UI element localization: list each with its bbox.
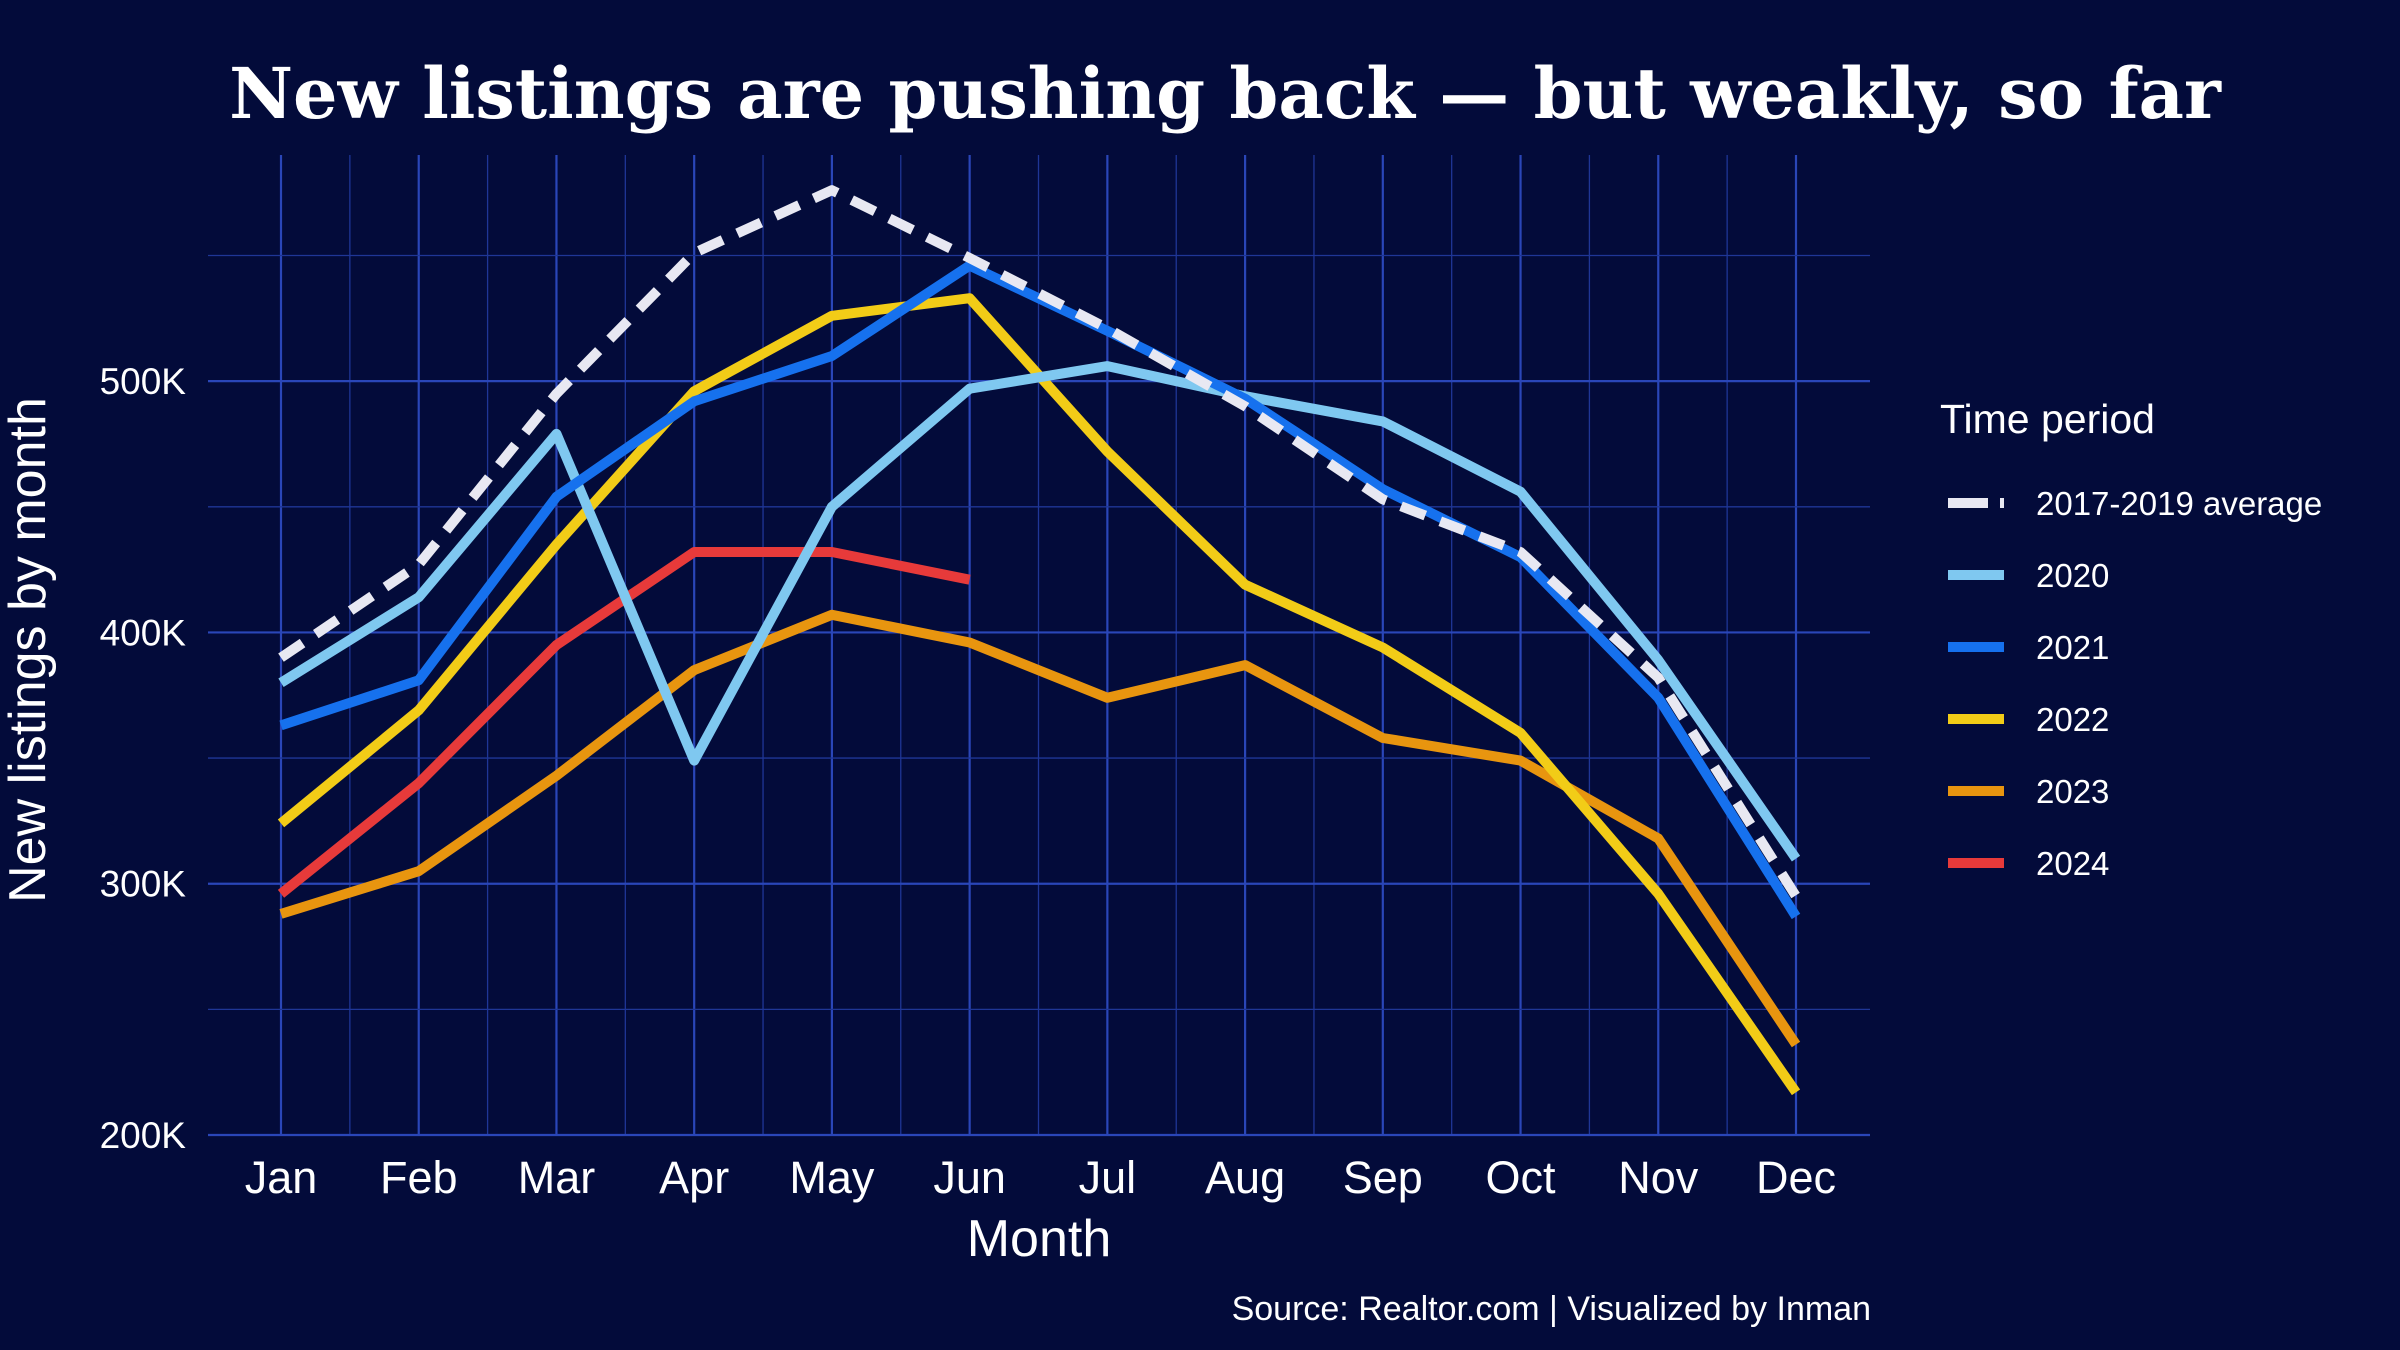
- x-tick-label: Jun: [933, 1152, 1006, 1203]
- plot-area: [208, 155, 1870, 1137]
- legend-label-2020: 2020: [2036, 557, 2109, 594]
- legend-label-2021: 2021: [2036, 629, 2109, 666]
- x-axis: Jan Feb Mar Apr May Jun Jul Aug Sep Oct Nov Dec Mon…: [245, 1152, 1836, 1268]
- legend-label-2024: 2024: [2036, 845, 2109, 882]
- y-tick-labels: 200K 300K 400K 500K: [100, 361, 187, 1156]
- source-caption: Source: Realtor.com | Visualized by Inma…: [1232, 1290, 1871, 1328]
- x-tick-label: Sep: [1343, 1152, 1423, 1203]
- legend-label-2023: 2023: [2036, 773, 2109, 810]
- y-tick-label: 300K: [100, 864, 187, 905]
- y-tick-label: 400K: [100, 612, 187, 653]
- x-tick-label: Jan: [245, 1152, 318, 1203]
- legend-label-2017-2019-average: 2017-2019 average: [2036, 485, 2322, 522]
- x-tick-label: Oct: [1486, 1152, 1557, 1203]
- series-line-2020: [278, 361, 1801, 862]
- x-tick-labels: Jan Feb Mar Apr May Jun Jul Aug Sep Oct Nov Dec: [245, 1152, 1836, 1203]
- x-tick-label: Dec: [1756, 1152, 1836, 1203]
- legend: Time period 2017-2019 average 2020 2021 202…: [1940, 396, 2322, 882]
- x-axis-title: Month: [967, 1210, 1112, 1268]
- x-tick-label: Aug: [1205, 1152, 1285, 1203]
- series-line-2017-2019-average: [278, 185, 1801, 899]
- legend-label-2022: 2022: [2036, 701, 2109, 738]
- chart-title: New listings are pushing back — but weak…: [229, 52, 2222, 135]
- legend-items: 2017-2019 average 2020 2021 2022 2023 2024: [1948, 485, 2322, 882]
- x-tick-label: Feb: [380, 1152, 458, 1203]
- y-axis-title: New listings by month: [0, 397, 57, 903]
- series-line-2023: [279, 609, 1801, 1048]
- x-tick-label: Apr: [659, 1152, 729, 1203]
- x-tick-label: Mar: [518, 1152, 596, 1203]
- y-tick-label: 500K: [100, 361, 187, 402]
- y-axis: 200K 300K 400K 500K New listings by month: [0, 361, 186, 1156]
- x-tick-label: Jul: [1079, 1152, 1137, 1203]
- series-lines: [277, 185, 1801, 1096]
- y-tick-label: 200K: [100, 1115, 187, 1156]
- x-tick-label: Nov: [1618, 1152, 1699, 1203]
- x-tick-label: May: [789, 1152, 875, 1203]
- legend-title: Time period: [1940, 396, 2155, 442]
